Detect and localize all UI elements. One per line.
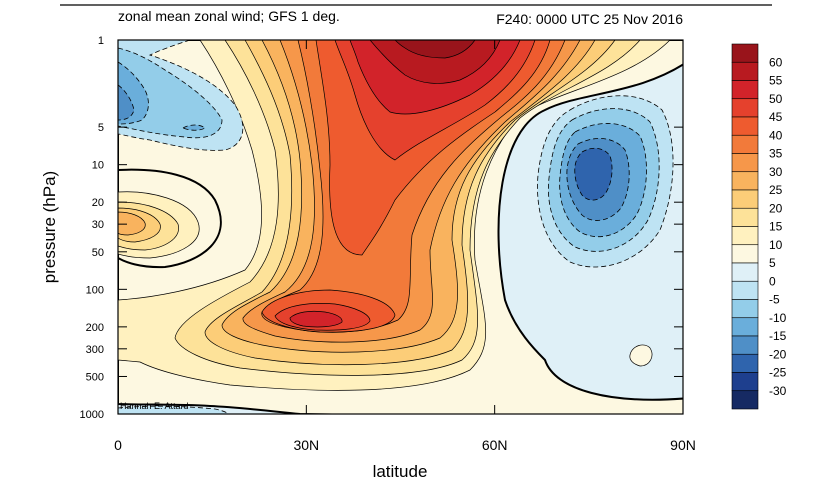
colorbar-label: 5 — [769, 256, 776, 270]
colorbar-label: 60 — [769, 55, 783, 69]
contour-55 — [394, 40, 476, 59]
y-tick-label: 50 — [92, 247, 104, 259]
x-tick-label: 30N — [293, 437, 319, 453]
y-tick-label: 100 — [86, 284, 104, 296]
colorbar-swatch — [731, 43, 759, 63]
colorbar-swatch — [731, 134, 759, 154]
y-tick-label: 1000 — [80, 409, 104, 421]
colorbar-label: 40 — [769, 128, 783, 142]
title-right: F240: 0000 UTC 25 Nov 2016 — [496, 11, 683, 27]
y-tick-label: 5 — [98, 122, 104, 134]
colorbar-swatch — [731, 207, 759, 227]
colorbar-label: 0 — [769, 274, 776, 288]
contour-45-jet — [289, 310, 343, 328]
contour-50 — [369, 40, 501, 84]
colorbar-swatch — [731, 226, 759, 246]
colorbar-label: -15 — [769, 329, 787, 343]
colorbar-label: 15 — [769, 220, 783, 234]
colorbar-swatch — [731, 372, 759, 392]
colorbar-label: -30 — [769, 384, 787, 398]
y-tick-label: 1 — [98, 35, 104, 47]
colorbar-swatch — [731, 317, 759, 337]
y-tick-label: 30 — [92, 219, 104, 231]
y-tick-label: 500 — [86, 371, 104, 383]
colorbar-swatch — [731, 153, 759, 173]
colorbar-label: -25 — [769, 366, 787, 380]
colorbar-swatch — [731, 262, 759, 282]
colorbar-swatch — [731, 189, 759, 209]
colorbar-swatch — [731, 353, 759, 373]
x-axis-label: latitude — [373, 462, 428, 481]
colorbar-swatch — [731, 61, 759, 81]
colorbar-label: 20 — [769, 201, 783, 215]
title-left: zonal mean zonal wind; GFS 1 deg. — [118, 8, 340, 24]
contour-neg20-tropics — [118, 84, 135, 121]
colorbar: 605550454035302520151050-5-10-15-20-25-3… — [731, 43, 787, 410]
colorbar-swatch — [731, 98, 759, 118]
x-axis-ticks: 0 30N 60N 90N — [114, 40, 696, 453]
y-tick-label: 20 — [92, 197, 104, 209]
contour-neg15-tropics — [118, 61, 206, 131]
colorbar-label: -10 — [769, 311, 787, 325]
colorbar-label: 35 — [769, 147, 783, 161]
colorbar-label: 30 — [769, 165, 783, 179]
plot-frame — [117, 39, 684, 415]
colorbar-label: -20 — [769, 347, 787, 361]
y-tick-label: 10 — [92, 160, 104, 172]
contour-fill-layer — [118, 40, 683, 414]
colorbar-swatch — [731, 80, 759, 100]
small-cell-near-surface — [629, 344, 653, 367]
colorbar-swatch — [731, 335, 759, 355]
colorbar-label: -5 — [769, 293, 780, 307]
colorbar-swatch — [731, 116, 759, 136]
colorbar-swatch — [731, 244, 759, 264]
contour-neg5-surface — [118, 405, 230, 414]
colorbar-swatch — [731, 280, 759, 300]
credit-label: Hannah E. Attard — [120, 401, 189, 411]
x-tick-label: 90N — [670, 437, 696, 453]
x-tick-label: 60N — [482, 437, 508, 453]
colorbar-swatch — [731, 299, 759, 319]
x-tick-label: 0 — [114, 437, 122, 453]
y-axis-label: pressure (hPa) — [40, 171, 59, 283]
colorbar-label: 25 — [769, 183, 783, 197]
colorbar-label: 55 — [769, 74, 783, 88]
colorbar-swatch — [731, 171, 759, 191]
y-tick-label: 300 — [86, 344, 104, 356]
colorbar-swatch — [731, 390, 759, 410]
colorbar-label: 10 — [769, 238, 783, 252]
y-tick-label: 200 — [86, 322, 104, 334]
y-axis-ticks: 1 5 10 20 30 50 100 200 300 500 1000 — [80, 35, 683, 421]
colorbar-label: 50 — [769, 92, 783, 106]
contour-neg25-polar — [574, 147, 613, 201]
colorbar-label: 45 — [769, 110, 783, 124]
